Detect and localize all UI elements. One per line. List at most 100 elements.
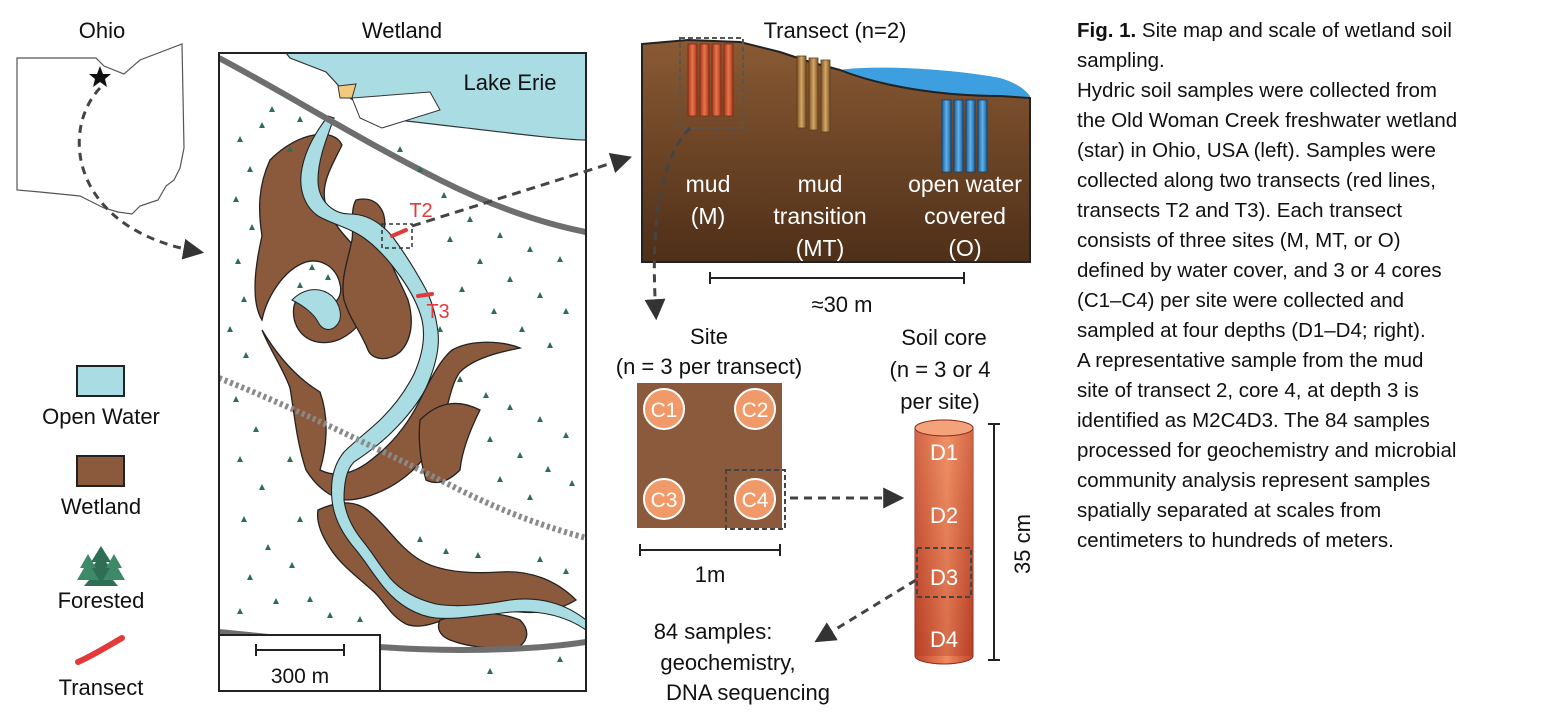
site-panel-title-line2: (n = 3 per transect) [616,354,802,379]
caption-line: community analysis represent samples [1077,469,1431,492]
caption-line: defined by water cover, and 3 or 4 cores [1077,259,1442,282]
legend-open-water-swatch [76,365,125,397]
caption-line: sampling. [1077,49,1165,72]
core-c2-label: C2 [742,399,769,422]
legend-wetland-swatch [76,455,125,487]
caption-line: (star) in Ohio, USA (left). Samples were [1077,139,1436,162]
site-mt-line2: transition [773,203,866,229]
cores-open-water [941,99,988,173]
core-c2: C2 [734,388,776,430]
wetland-area-middle [261,329,523,501]
caption-title-line: Fig. 1. Site map and scale of wetland so… [1077,16,1537,46]
caption-line: the Old Woman Creek freshwater wetland [1077,109,1458,132]
railway [219,375,586,541]
wetland-map: Lake Erie T2 T3 300 m [218,52,633,692]
map-scale-bar [255,644,345,656]
ohio-outline [16,43,185,215]
wetland-area-east [418,402,481,484]
transect-t2-line [390,228,408,238]
site-mt-line3: (MT) [796,235,845,261]
wetland-map-title: Wetland [362,18,442,43]
core-c3: C3 [643,478,685,520]
cores-mud-transition [796,55,831,133]
caption-line: processed for geochemistry and microbial [1077,439,1457,462]
depth-d1: D1 [930,440,958,465]
site-o-line3: (O) [948,235,981,261]
caption-line: centimeters to hundreds of meters. [1077,529,1394,552]
samples-line3: DNA sequencing [666,680,830,705]
caption-line: identified as M2C4D3. The 84 samples [1077,409,1430,432]
legend-wetland-label: Wetland [61,494,141,519]
caption-fig-label: Fig. 1. [1077,19,1137,42]
site-o-line2: covered [924,203,1006,229]
creek-water [300,115,586,631]
site-scale-label: 1m [695,562,726,587]
core-c4: C4 [725,469,786,530]
lake-erie-label: Lake Erie [464,70,557,95]
beach [351,91,441,129]
transect-to-site-arrow [644,126,692,321]
wetland-area-lower [316,502,578,627]
caption-line: collected along two transects (red lines… [1077,169,1436,192]
transect-scale-label: ≈30 m [812,292,873,317]
legend-open-water-label: Open Water [42,404,160,429]
core-depth-label: 35 cm [1010,514,1035,574]
transect-t2-highlight-box [381,223,413,249]
caption-line: (C1–C4) per site were collected and [1077,289,1405,312]
transect-panel: Transect (n=2) mud (M) mud transition (M… [641,18,1031,321]
core-c1: C1 [643,388,685,430]
core-c3-label: C3 [651,489,678,512]
transect-panel-title: Transect (n=2) [764,18,907,43]
core-panel-title-line2: (n = 3 or 4 [890,357,991,382]
samples-line2: geochemistry, [660,650,795,675]
mud-site-highlight-box [679,37,744,129]
map-scale-label: 300 m [271,665,329,688]
depth-d4: D4 [930,627,958,652]
site-mt-line1: mud [798,171,843,197]
site-panel: Site (n = 3 per transect) C1 C2 C3 C4 1m [616,324,905,587]
legend-forested-label: Forested [58,588,145,613]
core-c4-label: C4 [742,489,769,512]
caption-line: transects T2 and T3). Each transect [1077,199,1403,222]
road-north [219,55,586,235]
caption-line: A representative sample from the mud [1077,349,1424,372]
legend-transect-label: Transect [59,675,144,700]
creek-side-channel [291,289,341,330]
caption-line: spatially separated at scales from [1077,499,1382,522]
legend-transect-icon [75,635,125,665]
transect-t3-label: T3 [426,301,449,323]
ohio-title: Ohio [79,18,125,43]
samples-line1: 84 samples: [654,619,773,644]
figure-caption: Fig. 1. Site map and scale of wetland so… [1077,16,1537,556]
soil-core-shading [915,428,973,656]
caption-line: site of transect 2, core 4, at depth 3 i… [1077,379,1419,402]
transect-t3-line [416,292,434,298]
legend-forested-icon [77,546,125,586]
legend: Open Water Wetland Forested Transect [42,365,160,700]
caption-line: consists of three sites (M, MT, or O) [1077,229,1401,252]
caption-line: Hydric soil samples were collected from [1077,79,1438,102]
core-depth-scale [988,423,1000,661]
depth-d3: D3 [930,565,958,590]
site-o-line1: open water [908,171,1022,197]
site-mud-line1: mud [686,171,731,197]
soil-core-panel: Soil core (n = 3 or 4 per site) D1 D2 D3… [814,325,1035,665]
cores-mud [679,37,744,129]
map-to-transect-arrow [411,153,633,228]
site-scale-bar [639,544,781,556]
site-mud-line2: (M) [691,203,725,229]
map-scale-box [218,634,381,692]
core-c1-label: C1 [651,399,678,422]
ohio-star [89,66,111,87]
ohio-panel: Ohio [16,18,205,260]
core-panel-title-line3: per site) [900,389,979,414]
soil-core-top [914,419,974,437]
transect-t2-label: T2 [409,200,432,222]
core-to-samples-arrow [814,578,917,643]
caption-line: sampled at four depths (D1–D4; right). [1077,319,1426,342]
core-panel-title-line1: Soil core [901,325,987,350]
samples-label: 84 samples: geochemistry, DNA sequencing [654,619,830,705]
caption-title-rest: Site map and scale of wetland soil [1136,19,1452,42]
core-c4-highlight-box [725,469,786,530]
